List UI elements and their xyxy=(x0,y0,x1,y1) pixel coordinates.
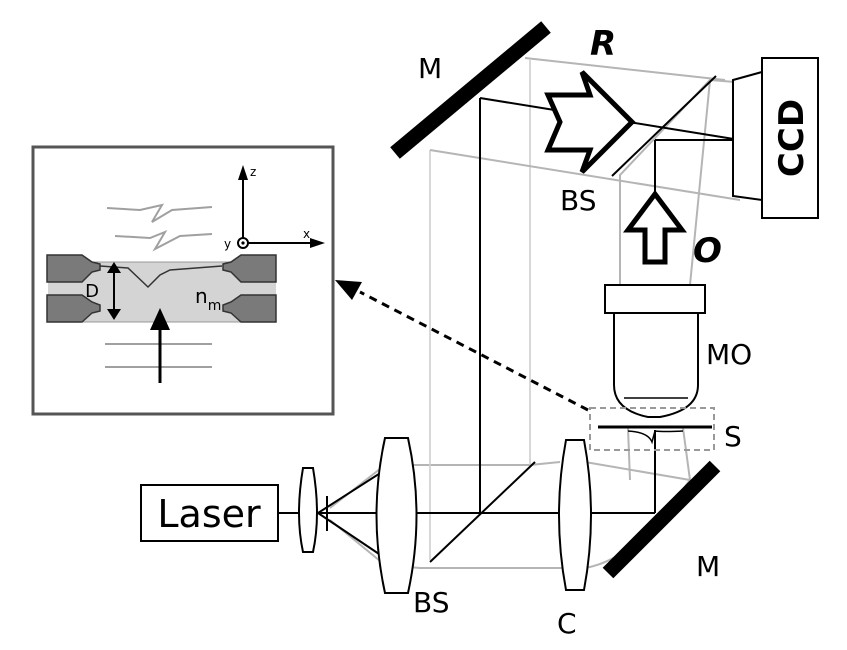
reference-beam-arrow xyxy=(544,70,636,174)
reference-beam-label: R xyxy=(590,24,616,64)
z-axis-label: z xyxy=(250,165,256,179)
electrode-bottom-left xyxy=(46,294,101,323)
sample-holder xyxy=(589,407,715,451)
beam-envelope-top-right xyxy=(584,461,691,481)
mo-label: MO xyxy=(706,338,752,371)
ccd-label: CCD xyxy=(772,99,812,177)
thickness-arrow-bottom xyxy=(107,309,121,320)
z-axis-arrowhead xyxy=(238,165,248,180)
expander-lens xyxy=(375,437,418,594)
pinhole-lens xyxy=(298,467,328,553)
x-axis-label: x xyxy=(303,227,310,241)
channel-specimen xyxy=(99,265,223,289)
sample-cone-right xyxy=(682,427,691,481)
beam-envelope-top xyxy=(329,461,561,509)
ref-top-envelope-2 xyxy=(429,149,741,201)
laser-box xyxy=(140,484,279,542)
beam-splitter-top xyxy=(611,75,717,177)
ccd-camera: CCD xyxy=(732,57,819,219)
y-axis-dot xyxy=(241,241,245,245)
obj-envelope-right xyxy=(689,78,736,286)
collimator-lens xyxy=(558,439,592,591)
mirror-top xyxy=(390,21,551,159)
object-beam-label: O xyxy=(693,231,722,271)
component-labels: M R BS O MO S M BS C xyxy=(413,24,752,640)
microscope-objective xyxy=(604,284,706,418)
objective-cap xyxy=(604,284,706,314)
mirror-top-label: M xyxy=(418,52,442,85)
sample-label: S xyxy=(724,420,742,453)
y-axis-label: y xyxy=(224,237,231,251)
objective-body xyxy=(613,312,699,418)
electrode-top-left xyxy=(46,254,101,283)
illumination-arrowhead xyxy=(150,308,170,330)
bs-bottom-label: BS xyxy=(413,586,450,619)
diverging-line-top xyxy=(317,469,386,514)
sample-specimen xyxy=(627,430,684,445)
medium-n: n xyxy=(195,284,208,308)
diverging-line-bottom xyxy=(317,512,386,559)
ref-top-envelope-1 xyxy=(524,57,726,81)
laser-label: Laser xyxy=(157,492,261,536)
wavefront-upper xyxy=(106,203,213,223)
wavefront-lower xyxy=(114,229,213,252)
medium-index-label: nm xyxy=(195,284,221,314)
sample-dashed-box xyxy=(589,407,715,451)
pointer-arrowhead xyxy=(335,280,362,300)
beam-splitter-bottom xyxy=(429,461,536,563)
small-lens xyxy=(298,467,318,553)
ccd-body xyxy=(761,57,819,219)
electrode-bottom-right xyxy=(222,294,277,323)
thickness-label: D xyxy=(85,281,99,302)
medium-subscript: m xyxy=(208,298,222,314)
laser-source: Laser xyxy=(140,484,279,542)
object-beam-arrow xyxy=(623,189,687,265)
electrode-top-right xyxy=(222,254,277,283)
bs-top-label: BS xyxy=(560,184,597,217)
mirror-bottom-label: M xyxy=(696,550,720,583)
pointer-line xyxy=(359,290,589,412)
beam-envelope-bottom xyxy=(329,519,565,569)
thickness-arrow-top xyxy=(107,262,121,273)
collimator-label: C xyxy=(557,607,577,640)
beam-envelopes xyxy=(329,57,741,569)
beam-envelope-bottom-right xyxy=(584,479,691,569)
inset-panel: D nm z x y xyxy=(31,145,335,416)
ccd-front xyxy=(732,70,763,202)
mirror-bottom xyxy=(602,460,721,579)
inset-pointer xyxy=(335,280,589,412)
x-axis-arrowhead xyxy=(310,238,325,248)
sample-cone-left xyxy=(627,427,631,481)
